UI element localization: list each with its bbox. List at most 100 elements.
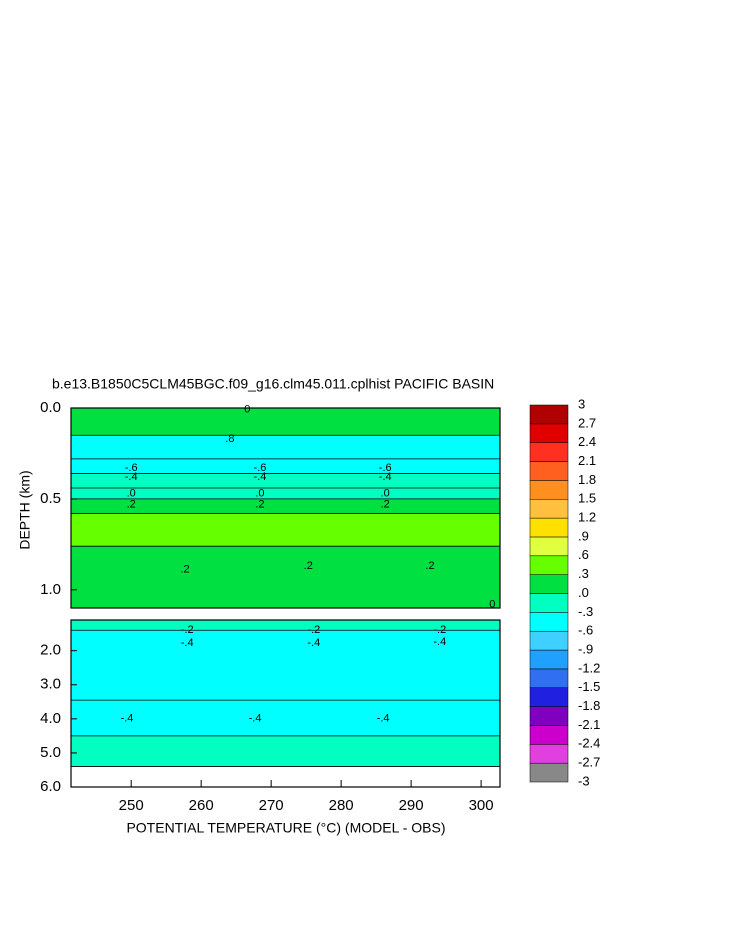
contour-band — [71, 735, 500, 767]
contour-label: -.6 — [125, 462, 138, 474]
colorbar-swatch — [529, 687, 569, 707]
colorbar-label: -1.8 — [578, 698, 600, 713]
contour-band — [71, 546, 500, 608]
contour-label: .0 — [255, 487, 264, 499]
contour-label: -.4 — [249, 713, 262, 725]
contour-band — [71, 630, 500, 701]
contour-label: .8 — [225, 433, 234, 445]
colorbar-swatch — [529, 423, 569, 443]
colorbar-label: 2.1 — [578, 453, 596, 468]
contour-label: -.2 — [307, 624, 320, 636]
colorbar-label: -.6 — [578, 623, 593, 638]
contour-label: -.4 — [254, 471, 267, 483]
chart-title: b.e13.B1850C5CLM45BGC.f09_g16.clm45.011.… — [52, 376, 494, 392]
contour-label: .2 — [425, 560, 434, 572]
contour-band — [71, 620, 500, 631]
contour-label: .0 — [127, 487, 136, 499]
colorbar-label: -2.1 — [578, 717, 600, 732]
contour-label: -.2 — [181, 624, 194, 636]
contour-label: .2 — [304, 560, 313, 572]
y-tick-label: 3.0 — [40, 676, 61, 693]
x-tick-label: 300 — [469, 797, 494, 814]
contour-label: -.4 — [379, 471, 392, 483]
colorbar-swatch — [529, 744, 569, 764]
contour-label: .0 — [381, 487, 390, 499]
x-tick-label: 280 — [329, 797, 354, 814]
colorbar-swatch — [529, 480, 569, 500]
colorbar-label: -2.4 — [578, 736, 600, 751]
contour-label: .2 — [127, 498, 136, 510]
contour-label: -.4 — [433, 636, 446, 648]
contour-band — [71, 458, 500, 474]
colorbar-label: .9 — [578, 528, 589, 543]
y-tick-label: 6.0 — [40, 778, 61, 795]
contour-label: -.2 — [433, 624, 446, 636]
colorbar-label: 3 — [578, 396, 585, 411]
colorbar-swatch — [529, 442, 569, 462]
colorbar-swatch — [529, 555, 569, 575]
colorbar-label: -.9 — [578, 641, 593, 656]
colorbar-swatch — [529, 461, 569, 481]
x-tick-label: 290 — [399, 797, 424, 814]
contour-band — [71, 408, 500, 436]
colorbar-label: 2.7 — [578, 415, 596, 430]
y-axis-label: DEPTH (km) — [17, 470, 33, 549]
colorbar-label: 1.8 — [578, 472, 596, 487]
y-tick-label: 5.0 — [40, 744, 61, 761]
x-axis-label: POTENTIAL TEMPERATURE (°C) (MODEL - OBS) — [126, 820, 445, 836]
x-tick-label: 260 — [189, 797, 214, 814]
colorbar-swatch — [529, 517, 569, 538]
contour-band — [71, 488, 500, 499]
contour-label: -.4 — [377, 713, 390, 725]
contour-label: 0 — [489, 598, 495, 610]
colorbar-swatch — [529, 499, 569, 519]
colorbar-swatch — [529, 649, 569, 670]
y-tick-label: 0.0 — [40, 399, 61, 416]
colorbar-swatch — [529, 574, 569, 594]
y-tick-label: 1.0 — [40, 581, 61, 598]
colorbar-swatch — [529, 725, 569, 745]
colorbar-label: -3 — [578, 773, 590, 788]
contour-label: -.4 — [307, 637, 320, 649]
colorbar-label: .3 — [578, 566, 589, 581]
colorbar-label: -.3 — [578, 604, 593, 619]
contour-band — [71, 473, 500, 488]
contour-label: .2 — [255, 498, 264, 510]
colorbar-swatch — [529, 612, 569, 632]
colorbar-label: 1.5 — [578, 491, 596, 506]
colorbar-swatch — [529, 404, 569, 425]
colorbar-swatch — [529, 762, 569, 783]
contour-label: -.4 — [125, 471, 138, 483]
contour-label: .2 — [381, 498, 390, 510]
contour-label: -.6 — [379, 462, 392, 474]
colorbar-label: .0 — [578, 585, 589, 600]
y-tick-label: 4.0 — [40, 710, 61, 727]
contour-label: -.4 — [121, 713, 134, 725]
x-tick-label: 250 — [119, 797, 144, 814]
colorbar-label: -1.5 — [578, 679, 600, 694]
colorbar-swatch — [529, 593, 569, 613]
colorbar-swatch — [529, 706, 569, 726]
contour-label: 0 — [244, 404, 250, 416]
y-tick-label: 2.0 — [40, 642, 61, 659]
contour-band — [71, 700, 500, 736]
panel-frame — [70, 407, 501, 609]
colorbar-label: -1.2 — [578, 660, 600, 675]
colorbar-label: -2.7 — [578, 755, 600, 770]
y-tick-label: 0.5 — [40, 490, 61, 507]
contour-band — [71, 513, 500, 547]
contour-label: -.6 — [254, 462, 267, 474]
contour-band — [71, 498, 500, 514]
contour-band — [71, 435, 500, 459]
colorbar-label: 1.2 — [578, 510, 596, 525]
x-tick-label: 270 — [259, 797, 284, 814]
colorbar-swatch — [529, 536, 569, 557]
contour-label: -.4 — [181, 637, 194, 649]
contour-label: .2 — [180, 564, 189, 576]
colorbar-swatch — [529, 630, 569, 651]
colorbar-swatch — [529, 668, 569, 689]
colorbar-label: .6 — [578, 547, 589, 562]
panel-frame — [70, 619, 501, 788]
colorbar-label: 2.4 — [578, 434, 596, 449]
